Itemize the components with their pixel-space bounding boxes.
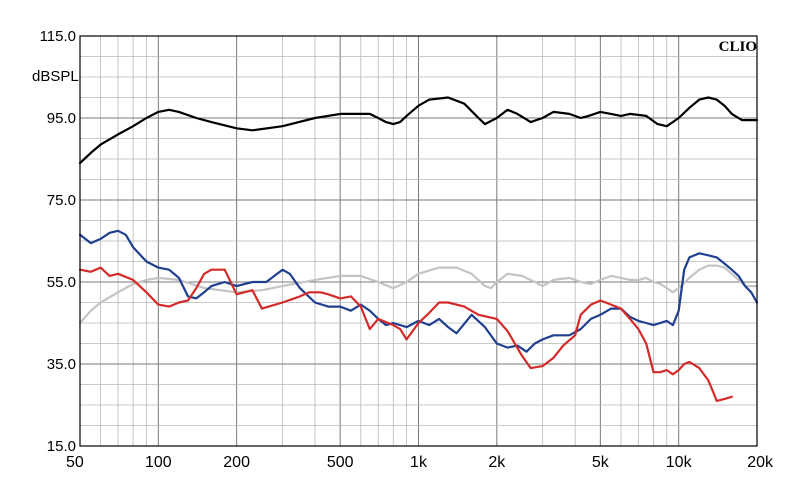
y-axis-label: dBSPL (32, 68, 79, 85)
x-tick-label: 10k (666, 454, 693, 471)
x-tick-label: 20k (747, 454, 774, 471)
series-line-0 (78, 96, 759, 165)
x-tick-label: 100 (145, 454, 172, 471)
x-tick-label: 2k (488, 454, 506, 471)
x-tick-label: 500 (327, 454, 354, 471)
x-tick-label: 1k (410, 454, 428, 471)
series-line-2 (78, 266, 733, 402)
plot-frame (79, 35, 758, 447)
x-tick-label: 50 (66, 454, 84, 471)
x-tick-label: 5k (592, 454, 610, 471)
y-tick-label: 75.0 (47, 192, 76, 209)
y-tick-label: 115.0 (40, 28, 76, 45)
y-tick-label: 35.0 (47, 356, 76, 373)
x-tick-label: 200 (223, 454, 250, 471)
clio-brand-label: CLIO (719, 39, 757, 55)
y-tick-label: 95.0 (47, 110, 76, 127)
series-line-1 (78, 229, 759, 353)
x-tick-labels: 50 100 200 500 1k 2k 5k 10k 20k (66, 454, 774, 471)
series-lines (78, 96, 759, 402)
y-tick-labels: 15.0 35.0 55.0 75.0 95.0 115.0 (40, 28, 76, 455)
grid (79, 35, 758, 447)
y-tick-label: 15.0 (47, 438, 76, 455)
y-tick-label: 55.0 (47, 274, 76, 291)
